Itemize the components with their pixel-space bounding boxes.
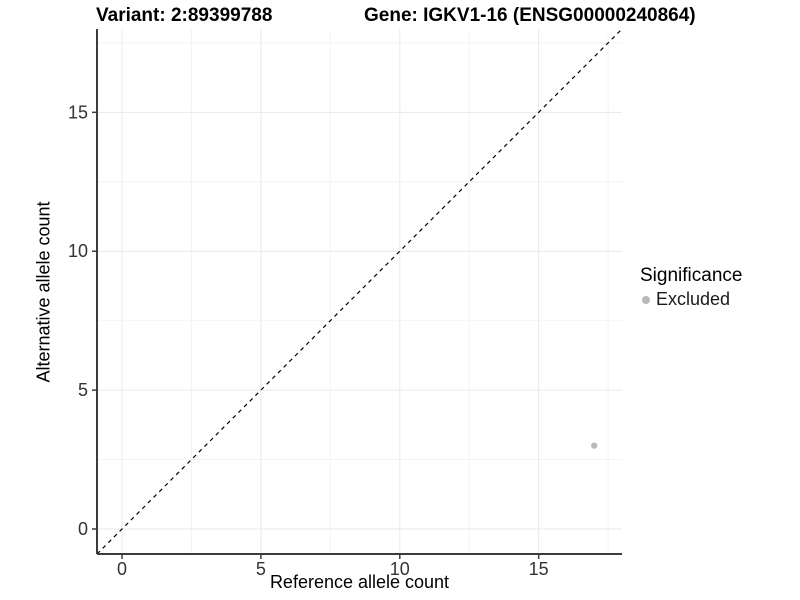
legend-item-excluded: Excluded <box>640 289 742 310</box>
excluded-point-icon <box>642 295 650 304</box>
y-tick-label: 15 <box>68 102 88 122</box>
y-tick-label: 10 <box>68 241 88 261</box>
x-tick-label: 15 <box>529 559 549 579</box>
y-tick-label: 5 <box>78 380 88 400</box>
legend-item-label: Excluded <box>656 289 731 309</box>
x-axis-title: Reference allele count <box>269 572 450 592</box>
y-axis-title: Alternative allele count <box>33 201 54 383</box>
x-tick-label: 10 <box>390 559 410 579</box>
legend: Significance Excluded <box>640 264 742 310</box>
x-tick-label: 5 <box>256 559 266 579</box>
y-tick-label: 0 <box>78 519 88 539</box>
gene-title: Gene: IGKV1-16 (ENSG00000240864) <box>364 5 696 26</box>
variant-title: Variant: 2:89399788 <box>96 5 273 26</box>
legend-title: Significance <box>640 265 743 286</box>
identity-line <box>96 28 623 555</box>
data-point <box>591 442 598 449</box>
x-tick-label: 0 <box>117 559 127 579</box>
